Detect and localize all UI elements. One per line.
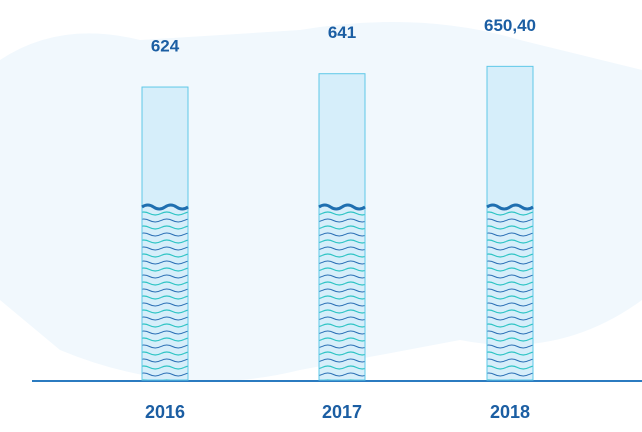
bar-wave-top [141, 203, 189, 211]
bar-wave-top [486, 203, 534, 211]
value-label: 650,40 [484, 16, 536, 35]
x-tick-label: 2016 [145, 402, 185, 422]
value-label: 624 [151, 37, 180, 56]
x-tick-label: 2017 [322, 402, 362, 422]
bar-wave-top [318, 203, 366, 211]
value-label: 641 [328, 23, 356, 42]
bar-waves [487, 211, 533, 380]
bar-waves [142, 211, 188, 380]
x-tick-label: 2018 [490, 402, 530, 422]
bar-waves [319, 211, 365, 380]
